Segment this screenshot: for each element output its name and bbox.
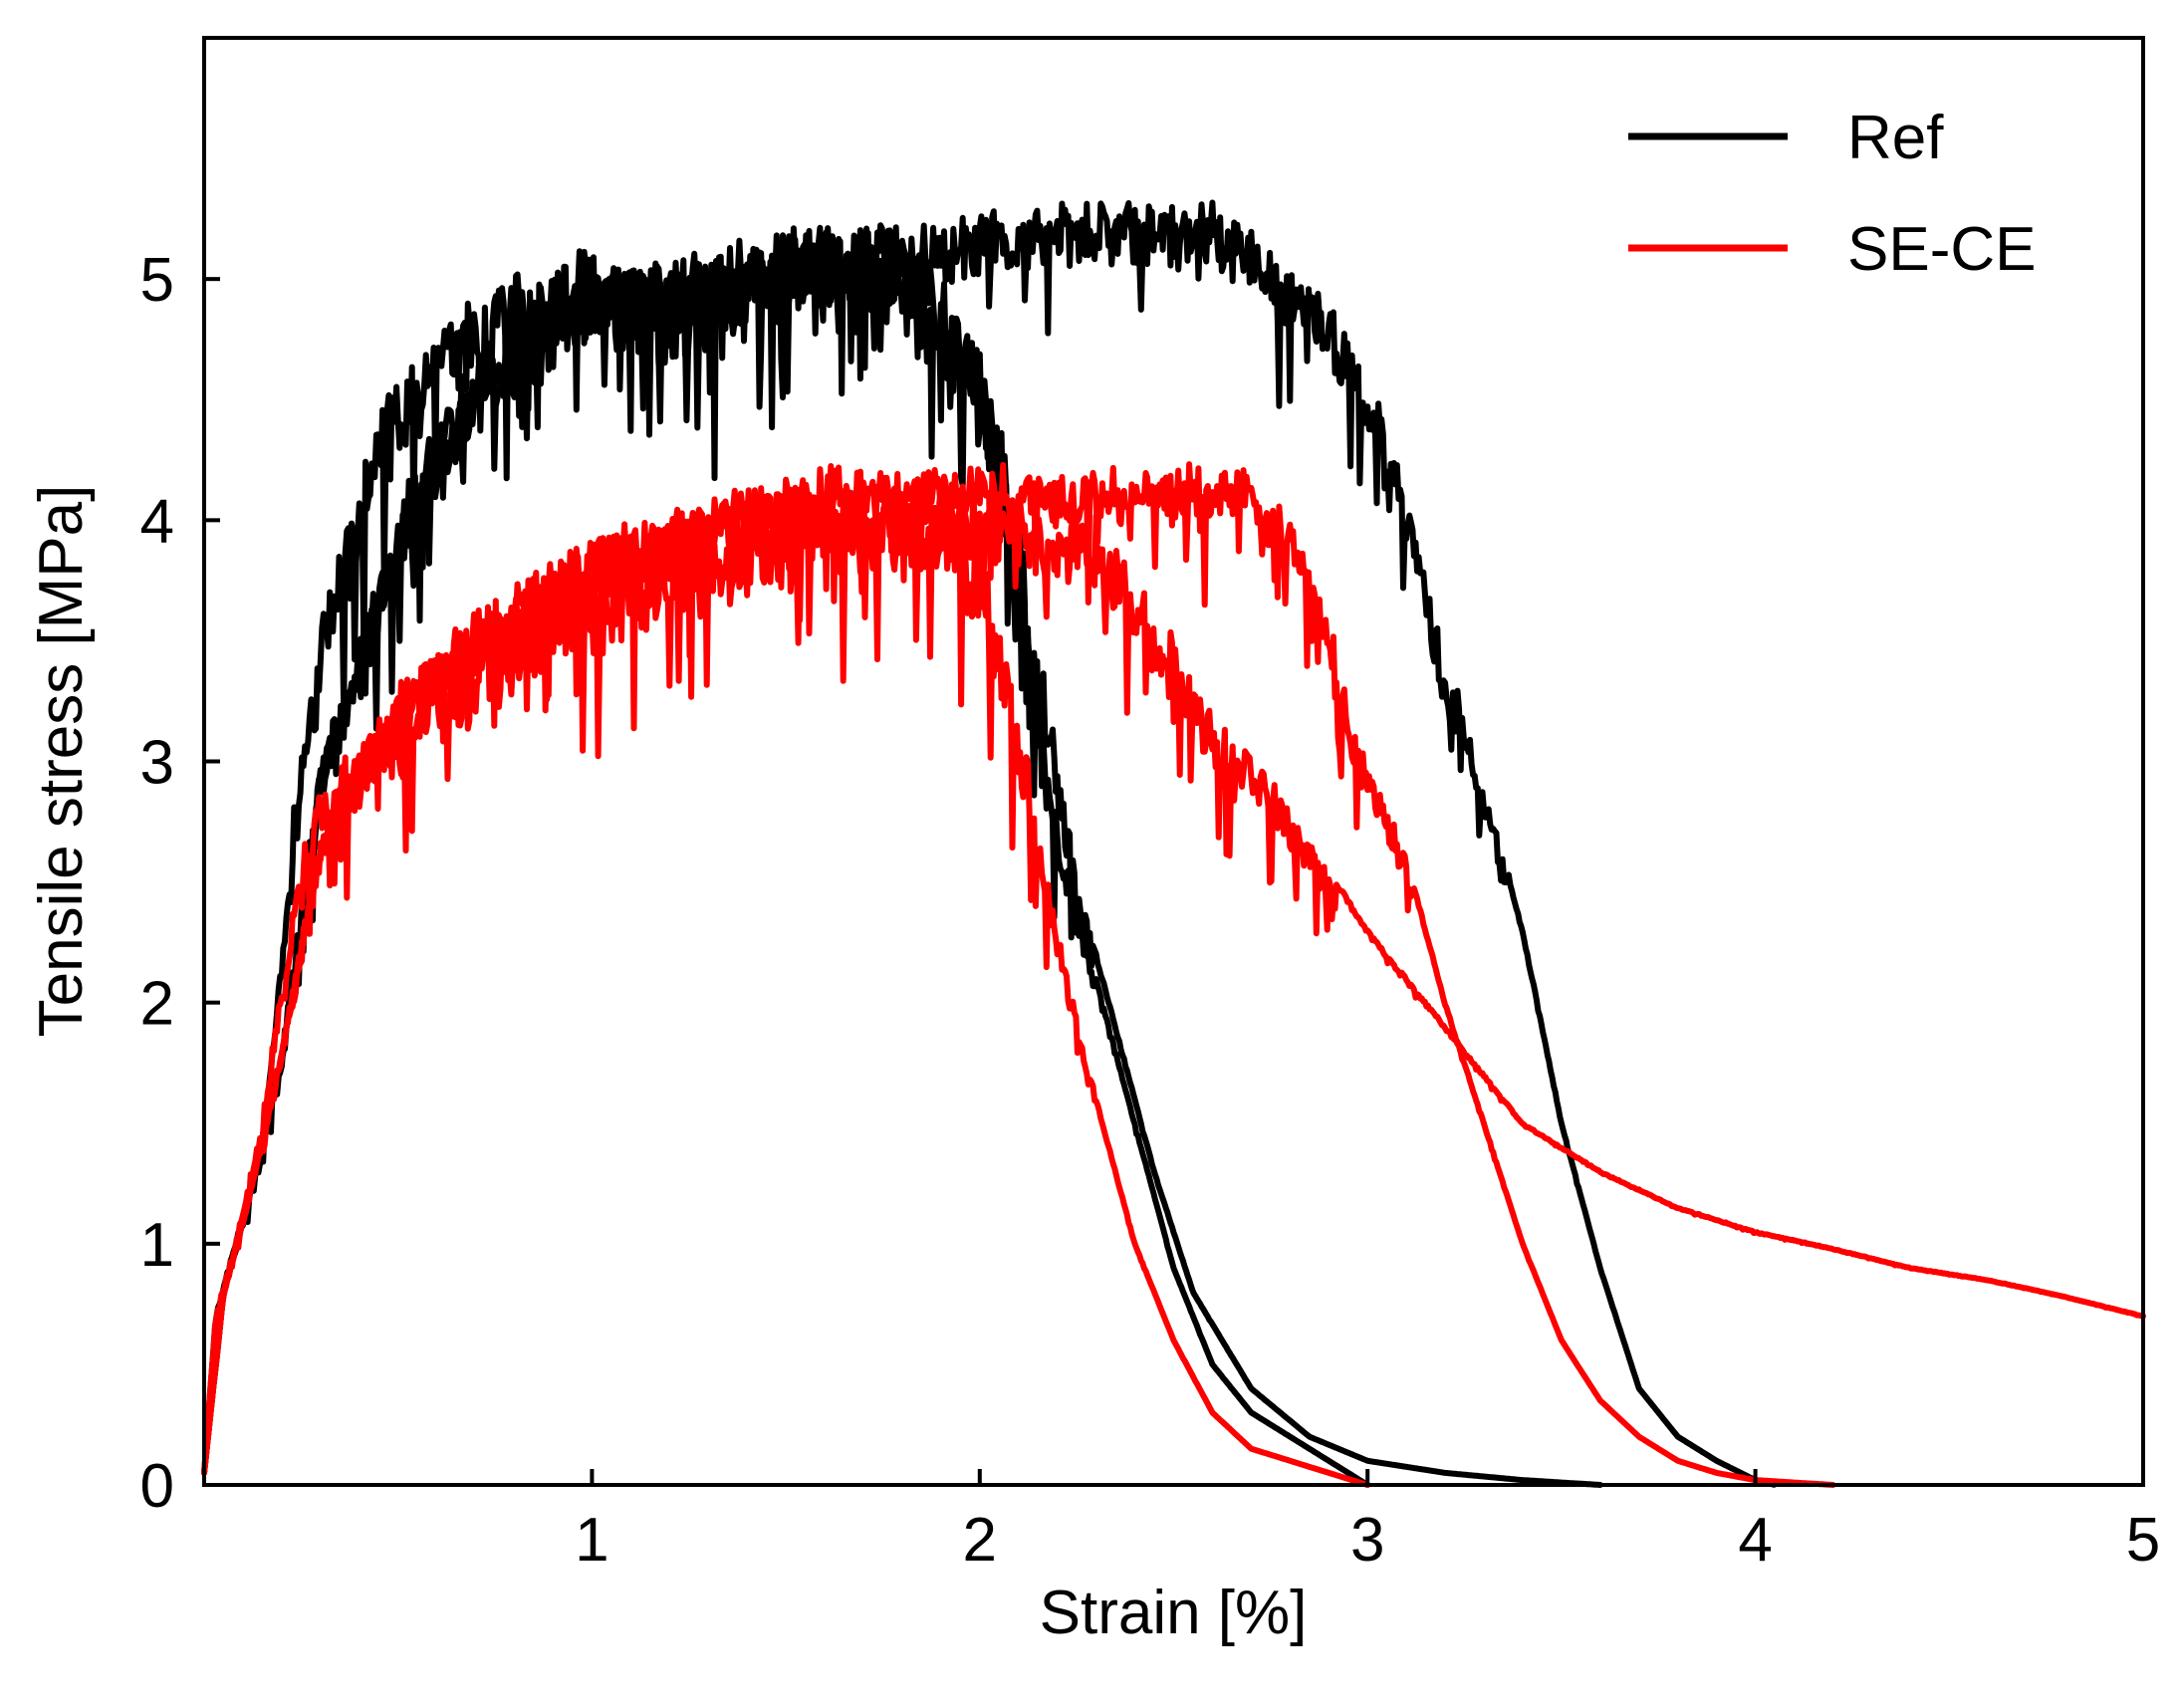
series-line-se-ce [201, 461, 1836, 1488]
x-axis-title: Strain [%] [1040, 1579, 1308, 1647]
x-tick-label: 5 [2126, 1506, 2160, 1575]
y-tick-label: 0 [140, 1452, 174, 1521]
series-line-ref [201, 232, 1603, 1488]
y-axis-title: Tensile stress [MPa] [27, 485, 96, 1038]
curves-layer [201, 199, 2146, 1488]
y-tick-label: 2 [140, 970, 174, 1039]
y-axis-ticks: 0 1 2 3 4 5 [140, 246, 220, 1521]
legend-label: SE-CE [1847, 215, 2036, 284]
y-tick-label: 4 [140, 487, 174, 556]
series-line-ref [201, 199, 1778, 1488]
x-axis-ticks: 1 2 3 4 5 [575, 1469, 2160, 1575]
y-tick-label: 3 [140, 729, 174, 798]
legend-label: Ref [1847, 104, 1944, 172]
y-tick-label: 1 [140, 1211, 174, 1280]
legend: Ref SE-CE [1628, 104, 2036, 284]
x-tick-label: 3 [1350, 1506, 1384, 1575]
x-tick-label: 2 [963, 1506, 997, 1575]
y-tick-label: 5 [140, 246, 174, 315]
x-tick-label: 4 [1738, 1506, 1772, 1575]
x-tick-label: 1 [575, 1506, 608, 1575]
